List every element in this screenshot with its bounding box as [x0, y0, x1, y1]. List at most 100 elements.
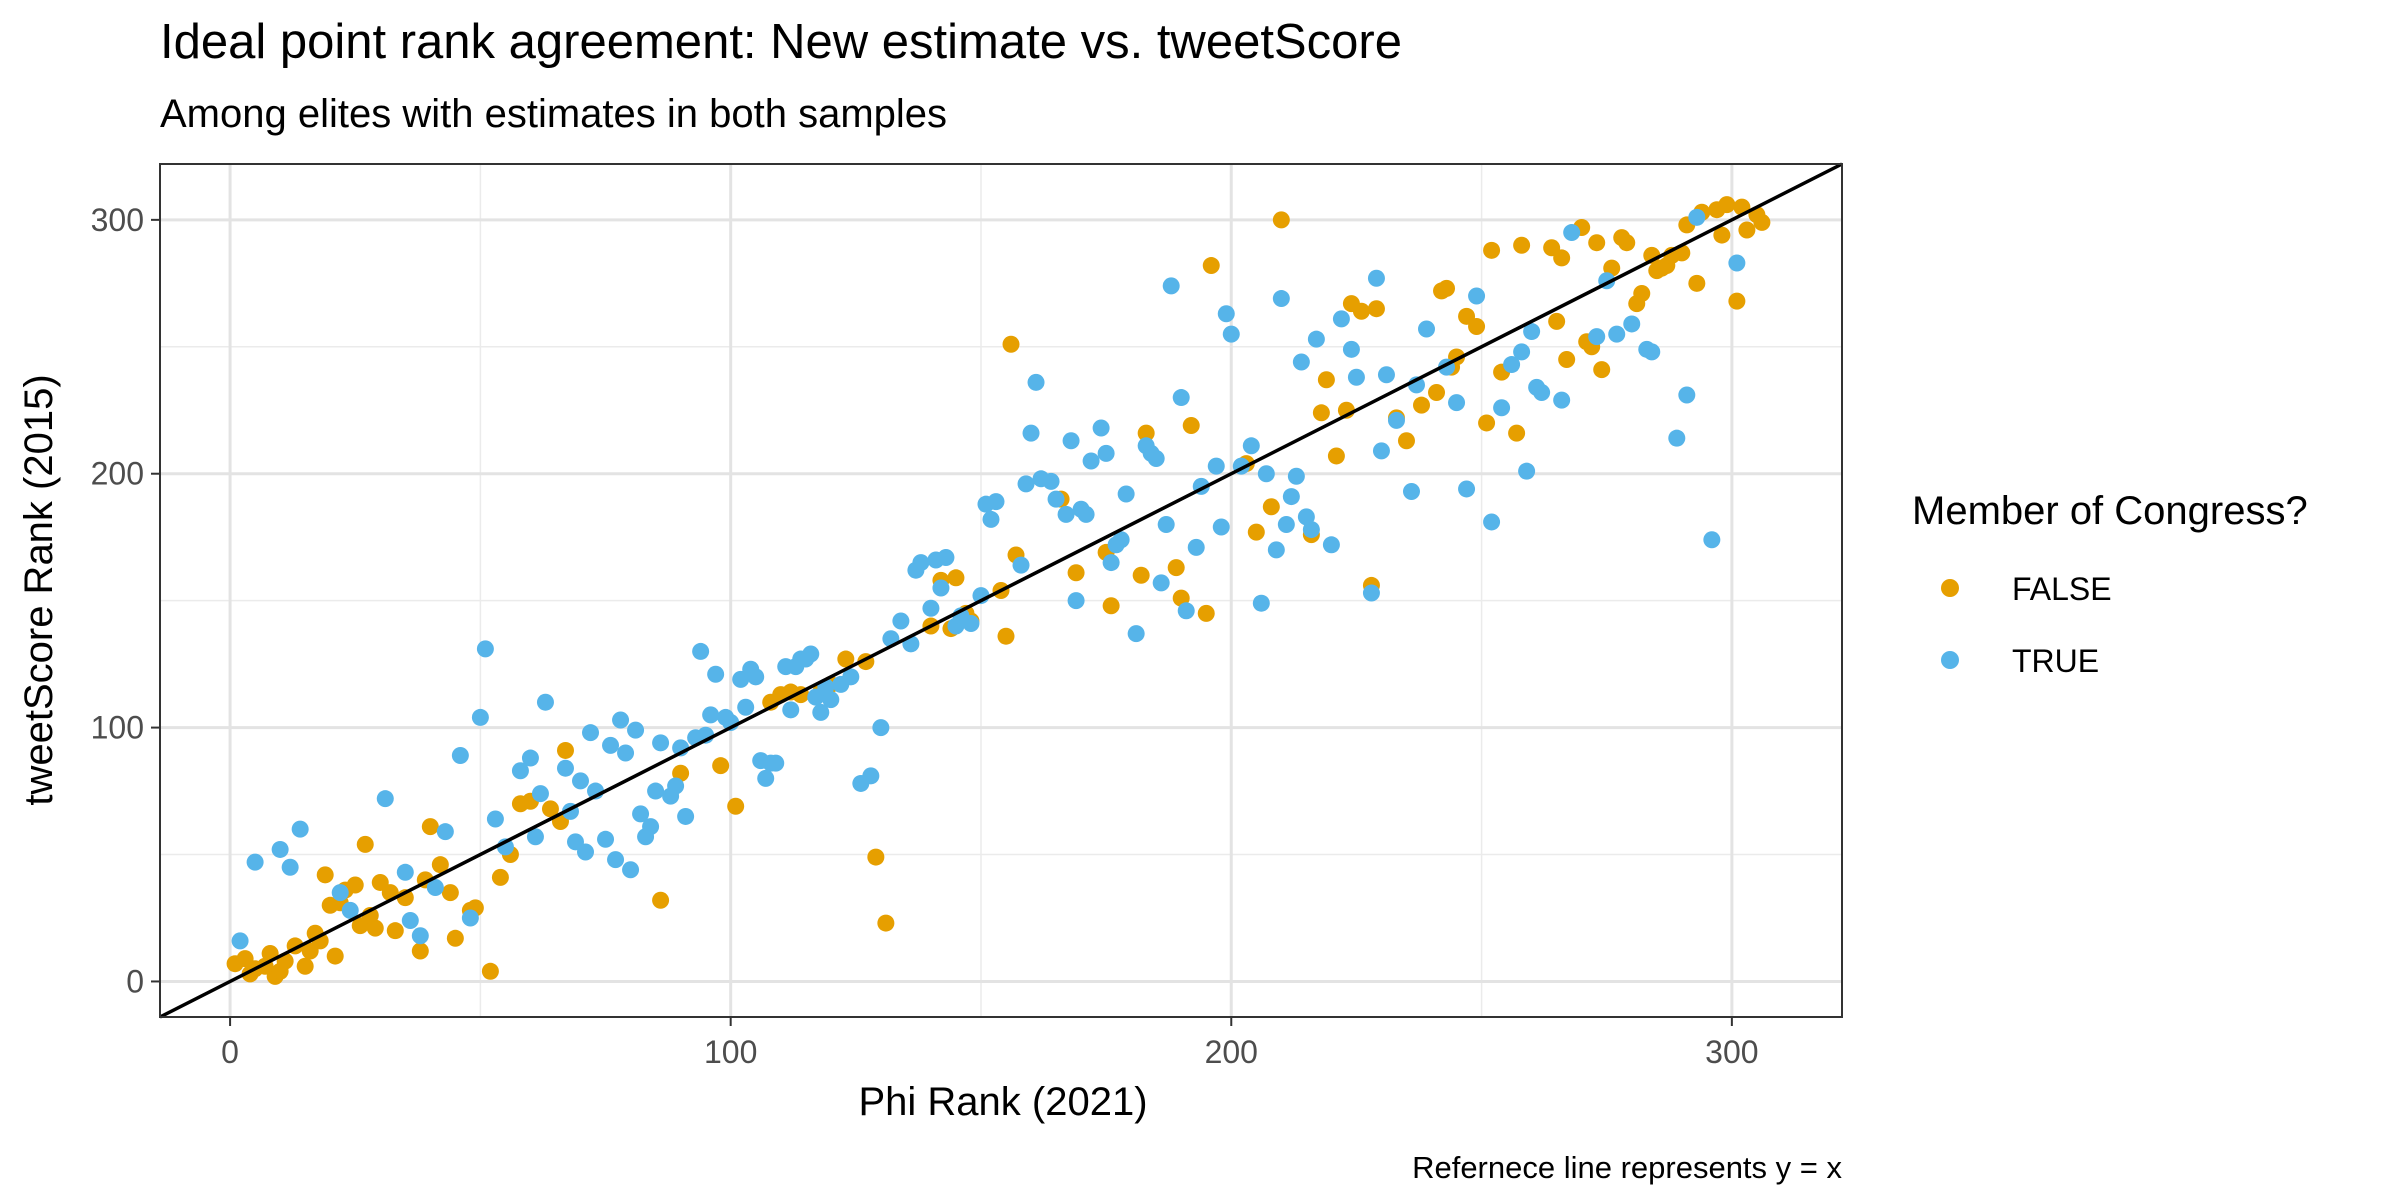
data-point-true [1147, 449, 1165, 467]
data-point-true [1097, 444, 1115, 462]
data-point-true [341, 901, 359, 919]
data-point-false [1202, 257, 1220, 275]
data-point-true [1503, 356, 1521, 374]
chart-title: Ideal point rank agreement: New estimate… [160, 15, 1402, 69]
data-point-true [622, 861, 640, 879]
data-point-true [1307, 330, 1325, 348]
data-point-true [632, 805, 650, 823]
data-point-true [1418, 320, 1436, 338]
x-tick-label: 0 [221, 1034, 239, 1070]
data-point-false [1413, 396, 1430, 414]
y-tick-label: 200 [91, 456, 144, 492]
data-point-true [526, 828, 544, 846]
data-point-false [947, 569, 965, 587]
data-point-false [431, 856, 449, 874]
data-point-false [1327, 447, 1345, 465]
data-point-false [1132, 566, 1150, 584]
data-point-true [707, 665, 725, 683]
data-point-false [346, 876, 364, 894]
data-point-true [486, 810, 504, 828]
data-point-true [1067, 592, 1085, 610]
legend-title: Member of Congress? [1912, 489, 2308, 533]
data-point-true [1242, 437, 1260, 455]
x-axis: 0 100 200 300 [221, 1017, 1759, 1070]
data-point-true [291, 820, 309, 838]
legend-key-false [1941, 579, 1959, 597]
data-point-false [1633, 284, 1651, 302]
data-point-true [1117, 485, 1135, 503]
data-point-true [471, 708, 489, 726]
data-point-true [1623, 315, 1641, 333]
data-point-false [326, 947, 344, 965]
legend-key-true [1941, 651, 1959, 669]
data-point-true [1127, 625, 1145, 643]
data-point-false [1513, 236, 1531, 254]
data-point-false [1618, 234, 1636, 252]
data-point-true [556, 759, 574, 777]
data-point-true [1513, 343, 1531, 361]
y-tick-label: 100 [91, 710, 144, 746]
chart-subtitle: Among elites with estimates in both samp… [160, 92, 947, 136]
data-point-true [822, 691, 840, 709]
reference-line [159, 162, 1843, 1019]
data-point-false [1713, 226, 1731, 244]
panel-border [159, 163, 1843, 1018]
data-point-true [607, 851, 625, 869]
data-point-false [712, 757, 730, 775]
data-point-true [1082, 452, 1100, 470]
data-point-false [837, 650, 855, 668]
data-point-true [782, 701, 800, 719]
legend-label-true: TRUE [2012, 643, 2099, 679]
data-point-true [1483, 513, 1501, 531]
data-point-true [1187, 538, 1205, 556]
data-point-true [872, 719, 890, 737]
data-point-true [932, 579, 950, 597]
data-point-true [1092, 419, 1110, 437]
data-point-false [1397, 432, 1415, 450]
data-point-true [892, 612, 910, 630]
data-point-true [812, 703, 830, 721]
data-point-true [912, 554, 930, 572]
data-point-true [1302, 521, 1320, 539]
data-point-true [1217, 305, 1235, 323]
y-tick-label: 0 [126, 963, 144, 999]
data-point-true [1332, 310, 1350, 328]
data-point-false [1593, 361, 1611, 379]
data-point-true [1688, 208, 1706, 226]
data-point-false [556, 741, 574, 759]
data-point-true [1152, 574, 1170, 592]
data-point-true [982, 510, 1000, 528]
data-point-true [1042, 472, 1060, 490]
data-point-false [1352, 302, 1370, 320]
data-point-true [521, 749, 539, 767]
data-point-false [1558, 350, 1576, 368]
data-point-true [1588, 328, 1606, 346]
data-point-true [396, 863, 414, 881]
x-tick-label: 200 [1205, 1034, 1258, 1070]
data-point-true [426, 879, 444, 897]
data-point-false [1197, 604, 1215, 622]
data-point-true [231, 932, 249, 950]
data-point-true [1062, 432, 1080, 450]
data-point-true [1367, 269, 1385, 287]
data-point-false [1428, 383, 1446, 401]
data-point-true [747, 668, 765, 686]
legend-label-false: FALSE [2012, 571, 2112, 607]
data-point-false [1247, 523, 1265, 541]
data-point-false [1548, 312, 1566, 330]
data-point-true [1553, 391, 1571, 409]
data-point-false [1728, 292, 1746, 310]
data-point-false [1508, 424, 1526, 442]
data-point-true [1162, 277, 1180, 295]
data-point-true [647, 782, 665, 800]
data-point-true [1402, 482, 1420, 500]
data-point-false [441, 884, 459, 902]
data-point-true [702, 706, 720, 724]
data-point-false [411, 942, 429, 960]
data-point-true [757, 769, 775, 787]
data-point-true [1272, 290, 1290, 308]
data-point-true [677, 807, 695, 825]
data-point-true [271, 840, 289, 858]
data-point-true [692, 642, 710, 660]
data-point-true [1533, 383, 1551, 401]
